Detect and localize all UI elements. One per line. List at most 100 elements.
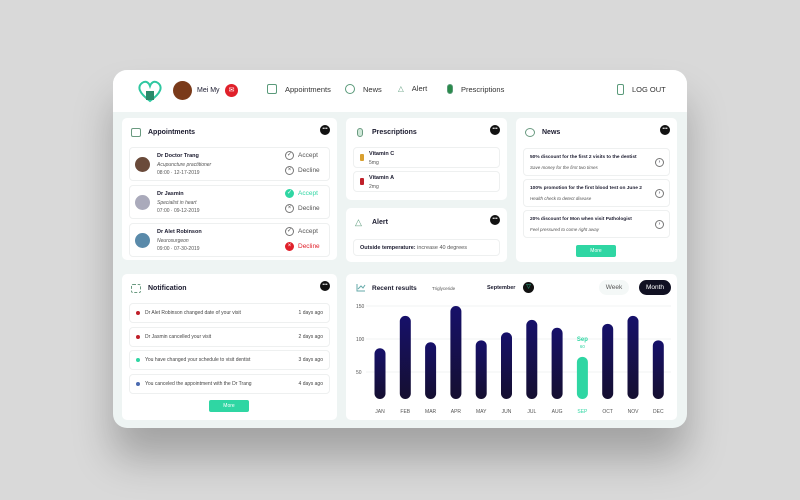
more-options-button[interactable]: •••	[660, 125, 670, 135]
decline-button[interactable]: × Decline	[285, 242, 320, 251]
bar[interactable]	[652, 340, 664, 399]
decline-button[interactable]: × Decline	[285, 204, 320, 213]
news-subtitle: Feel pressured to come right away	[530, 227, 600, 232]
decline-label: Decline	[298, 167, 320, 174]
avatar[interactable]	[173, 81, 192, 100]
nav-news[interactable]: News	[345, 84, 382, 94]
month-select[interactable]: September	[487, 285, 516, 291]
bar[interactable]	[602, 323, 614, 399]
appointments-panel: Appointments ••• Dr Doctor Trang Acupunct…	[122, 118, 337, 260]
medicine-icon	[360, 154, 364, 161]
bar[interactable]	[501, 332, 512, 399]
logout-label: LOG OUT	[632, 85, 666, 94]
month-toggle[interactable]: Month	[639, 280, 671, 295]
news-title: 50% discount for the first 2 visits to t…	[530, 155, 637, 160]
close-icon: ×	[285, 166, 294, 175]
x-tick-label: JAN	[375, 409, 385, 415]
bar[interactable]	[551, 327, 563, 399]
notification-more-button[interactable]: More	[209, 400, 249, 412]
dashboard-window: Mei My ✉ Appointments News △ Alert Prescr…	[113, 70, 687, 428]
nav-label: Prescriptions	[461, 84, 505, 94]
status-dot	[136, 381, 140, 386]
status-dot	[136, 311, 140, 315]
x-tick-label: JUL	[527, 409, 536, 415]
doctor-name: Dr Jasmin	[157, 191, 184, 197]
nav-label: Appointments	[285, 84, 331, 94]
more-options-button[interactable]: •••	[490, 125, 500, 135]
notification-text: You canceled the appointment with the Dr…	[145, 380, 252, 387]
status-dot	[136, 358, 140, 362]
notification-time: 3 days ago	[298, 357, 323, 363]
y-tick-label: 100	[356, 337, 365, 343]
x-tick-label: MAR	[425, 409, 437, 415]
results-bar-chart: 50 100 150 JAN FEB MAR APR MAY JUN JUL AUG SEP Sep60…	[356, 304, 671, 415]
news-subtitle: Save money for the first two times	[530, 165, 598, 170]
bar[interactable]	[475, 340, 487, 399]
nav-prescriptions[interactable]: Prescriptions	[447, 84, 504, 94]
check-icon: ✓	[285, 151, 294, 160]
appointment-row: Dr Jasmin Specialist in heart 07:00 · 09-1…	[129, 185, 330, 219]
accept-label: Accept	[298, 190, 318, 197]
prescription-row: Vitamin A 2mg	[353, 171, 500, 192]
recent-results-panel: Recent results Triglyceride September ▽ …	[346, 274, 677, 420]
check-icon: ✓	[285, 227, 294, 236]
doctor-avatar	[135, 195, 150, 210]
notification-item[interactable]: Dr Alet Robinson changed date of your vi…	[129, 303, 330, 323]
notification-item[interactable]: You have changed your schedule to visit …	[129, 350, 330, 370]
appointment-row: Dr Doctor Trang Acupuncture practitioner 0…	[129, 147, 330, 181]
medicine-name: Vitamin A	[369, 175, 395, 181]
logout-button[interactable]: LOG OUT	[617, 84, 666, 95]
mail-icon[interactable]: ✉	[225, 84, 238, 97]
notification-time: 2 days ago	[298, 333, 323, 340]
pill-icon	[357, 128, 363, 137]
notification-time: 4 days ago	[298, 380, 323, 387]
news-more-button[interactable]: More	[576, 245, 616, 257]
x-tick-label: SEP	[577, 409, 588, 415]
bar[interactable]	[425, 342, 437, 399]
nav-alert[interactable]: △ Alert	[398, 84, 427, 93]
top-bar: Mei My ✉ Appointments News △ Alert Prescr…	[113, 70, 687, 112]
panel-title: Recent results	[372, 285, 417, 292]
bar[interactable]	[576, 356, 588, 399]
accept-button[interactable]: ✓ Accept	[285, 189, 318, 198]
chevron-right-icon[interactable]: ›	[655, 158, 664, 167]
news-subtitle: Health check to detect disease	[530, 196, 592, 201]
news-item[interactable]: 100% promotion for the first blood test …	[523, 179, 670, 207]
news-item[interactable]: 50% discount for the first 2 visits to t…	[523, 148, 670, 176]
pill-icon	[447, 84, 453, 94]
bar[interactable]	[399, 315, 411, 399]
news-icon	[525, 128, 535, 137]
accept-button[interactable]: ✓ Accept	[285, 151, 318, 160]
more-options-button[interactable]: •••	[490, 215, 500, 225]
chevron-down-icon[interactable]: ▽	[523, 282, 534, 293]
news-item[interactable]: 20% discount for Mon when visit Patholog…	[523, 210, 670, 238]
news-panel: News ••• 50% discount for the first 2 vi…	[516, 118, 677, 262]
alert-panel: △ Alert ••• Outside temperature: increas…	[346, 208, 507, 262]
nav-appointments[interactable]: Appointments	[267, 84, 331, 94]
medicine-icon	[360, 178, 364, 185]
appointment-row: Dr Alet Robinson Neurosurgeon 09:00 · 07-3…	[129, 223, 330, 257]
accept-button[interactable]: ✓ Accept	[285, 227, 318, 236]
highlight-label: Sep	[577, 337, 588, 343]
y-tick-label: 150	[356, 304, 365, 310]
panel-title: Prescriptions	[372, 129, 417, 136]
decline-button[interactable]: × Decline	[285, 166, 320, 175]
notification-item[interactable]: You canceled the appointment with the Dr…	[129, 373, 330, 394]
x-tick-label: OCT	[602, 409, 613, 415]
bar[interactable]	[526, 319, 538, 399]
notification-item[interactable]: Dr Jasmin cancelled your visit 2 days ago	[129, 326, 330, 347]
x-tick-label: APR	[451, 409, 462, 415]
medicine-dose: 2mg	[369, 184, 379, 190]
more-options-button[interactable]: •••	[320, 125, 330, 135]
prescriptions-panel: Prescriptions ••• Vitamin C 5mg Vitamin A 2…	[346, 118, 507, 200]
week-toggle[interactable]: Week	[599, 280, 629, 295]
bar[interactable]	[374, 348, 386, 399]
chevron-right-icon[interactable]: ›	[655, 220, 664, 229]
bar[interactable]	[627, 315, 639, 399]
user-name: Mei My	[197, 87, 220, 94]
alert-label: Outside temperature:	[360, 245, 416, 251]
bell-icon	[131, 284, 141, 293]
chevron-right-icon[interactable]: ›	[655, 189, 664, 198]
more-options-button[interactable]: •••	[320, 281, 330, 291]
bar[interactable]	[450, 306, 462, 399]
